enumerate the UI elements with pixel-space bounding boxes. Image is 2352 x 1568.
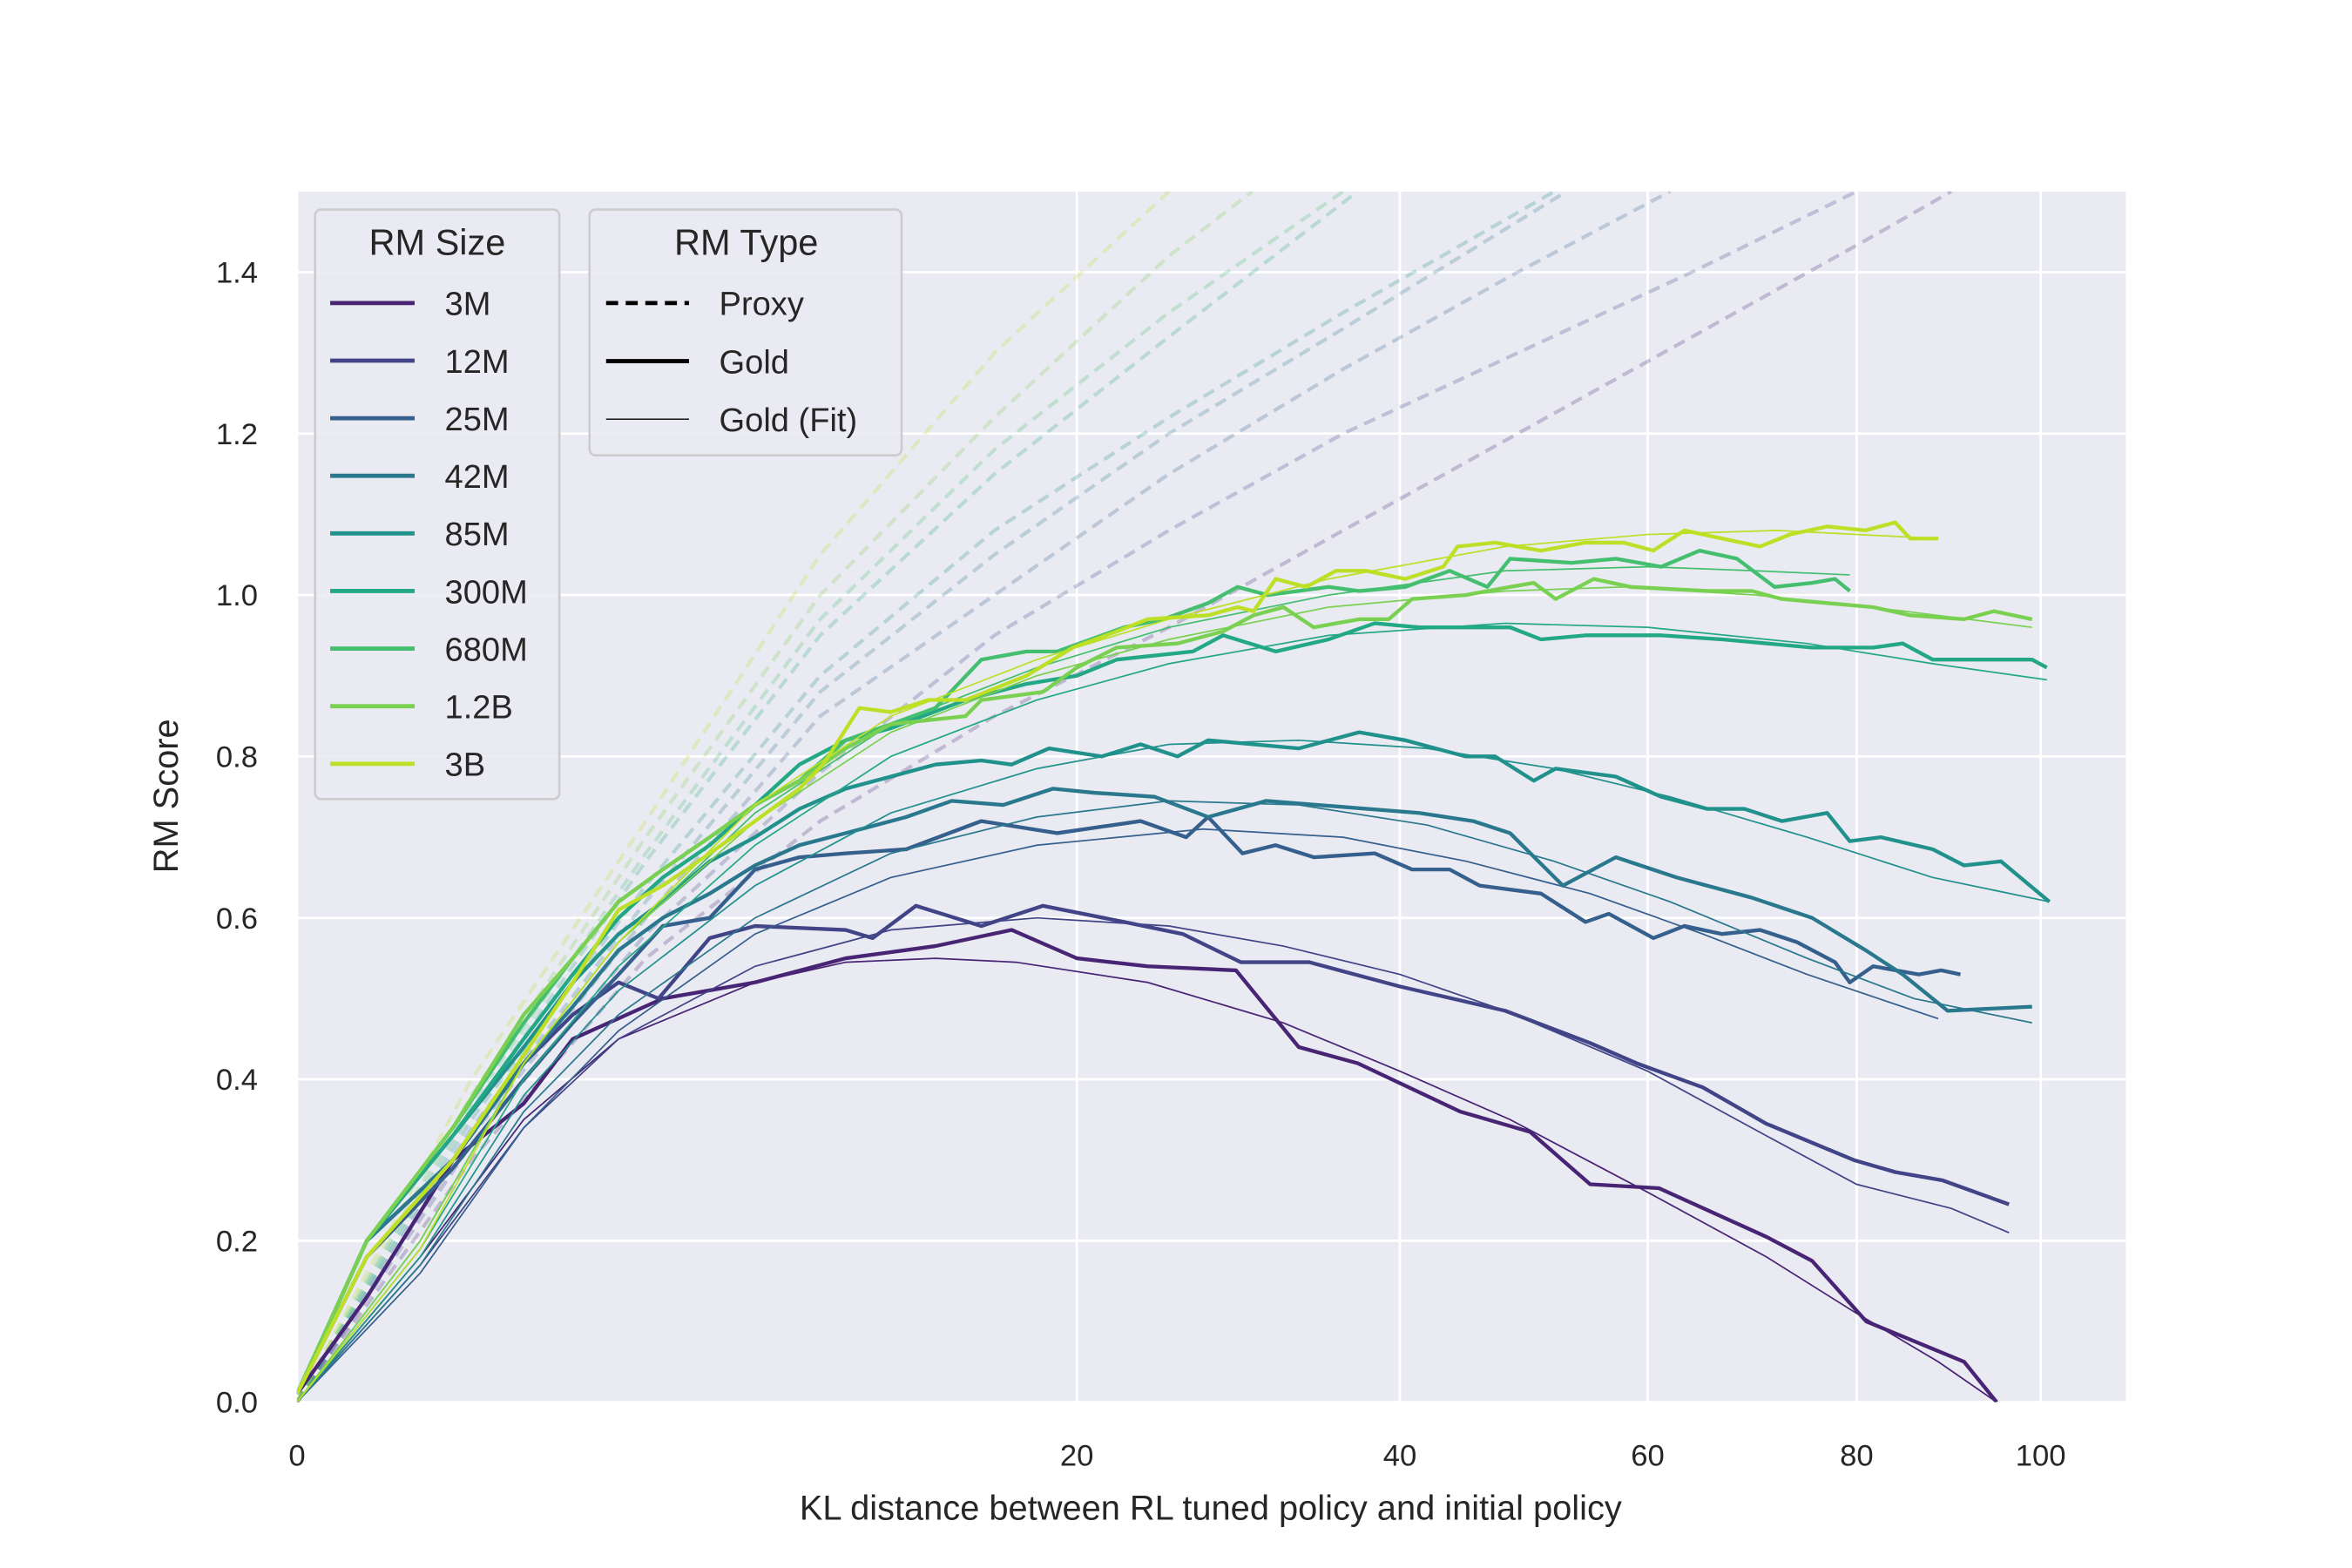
legend-label-dashed: Proxy	[720, 287, 804, 323]
legend-label-25m: 25M	[445, 402, 510, 438]
legend-label-42m: 42M	[445, 459, 510, 496]
y-tick-label: 0.4	[216, 1064, 258, 1097]
x-tick-label: 0	[288, 1439, 305, 1472]
gold-fit-line-3m	[296, 957, 1997, 1402]
y-tick-label: 0.0	[216, 1387, 258, 1420]
y-tick-label: 0.6	[216, 902, 258, 936]
y-tick-label: 0.2	[216, 1225, 258, 1258]
gold-fit-line-12m	[296, 916, 2010, 1402]
series-lines	[296, 191, 2051, 1402]
legend-label-3b: 3B	[445, 747, 486, 784]
y-tick-labels: 0.0 0.2 0.4 0.6 0.8 1.0 1.2 1.4	[216, 257, 258, 1420]
legend-label-85m: 85M	[445, 517, 510, 553]
x-tick-labels: 0 20 40 60 80 100	[288, 1439, 2065, 1472]
legend-label-300m: 300M	[445, 574, 528, 611]
proxy-line-85m	[296, 191, 1556, 1402]
y-tick-label: 1.0	[216, 579, 258, 612]
legend-label-1-2b: 1.2B	[445, 690, 513, 727]
proxy-line-680m	[296, 191, 1345, 1402]
gold-fit-line-85m	[296, 739, 2050, 1402]
gold-fit-line-300m	[296, 622, 2047, 1402]
gold-line-3b	[296, 520, 1939, 1396]
legend-rm-size-title: RM Size	[368, 221, 505, 262]
x-tick-label: 80	[1840, 1439, 1874, 1472]
gold-line-25m	[296, 814, 1961, 1396]
x-tick-label: 40	[1383, 1439, 1417, 1472]
gold-fit-line-3b	[296, 530, 1939, 1402]
legend-label-thin: Gold (Fit)	[720, 402, 858, 439]
legend-label-12m: 12M	[445, 344, 510, 381]
y-axis-label: RM Score	[147, 719, 186, 873]
y-tick-label: 1.4	[216, 257, 258, 290]
proxy-line-3b	[296, 191, 1171, 1402]
x-tick-label: 60	[1631, 1439, 1664, 1472]
gold-line-42m	[296, 787, 2032, 1396]
legend-rm-type: RM Type Proxy Gold Gold (Fit)	[588, 208, 903, 456]
proxy-line-12m	[296, 191, 1858, 1402]
x-axis-label: KL distance between RL tuned policy and …	[800, 1490, 1622, 1528]
legend-label-solid: Gold	[720, 344, 789, 381]
legend-label-680m: 680M	[445, 632, 528, 668]
legend-rm-size: RM Size 3M 12M 25M 42M 85M 300M 680M 1.2B 3B	[314, 208, 561, 801]
x-tick-label: 20	[1060, 1439, 1094, 1472]
legend-label-3m: 3M	[445, 287, 491, 323]
y-tick-label: 0.8	[216, 740, 258, 774]
gold-line-1-2b	[296, 577, 2033, 1396]
plot-background	[296, 191, 2126, 1402]
gridlines	[295, 191, 2126, 1403]
x-tick-label: 100	[2016, 1439, 2066, 1472]
legend-rm-type-title: RM Type	[674, 221, 818, 262]
y-tick-label: 1.2	[216, 418, 258, 451]
